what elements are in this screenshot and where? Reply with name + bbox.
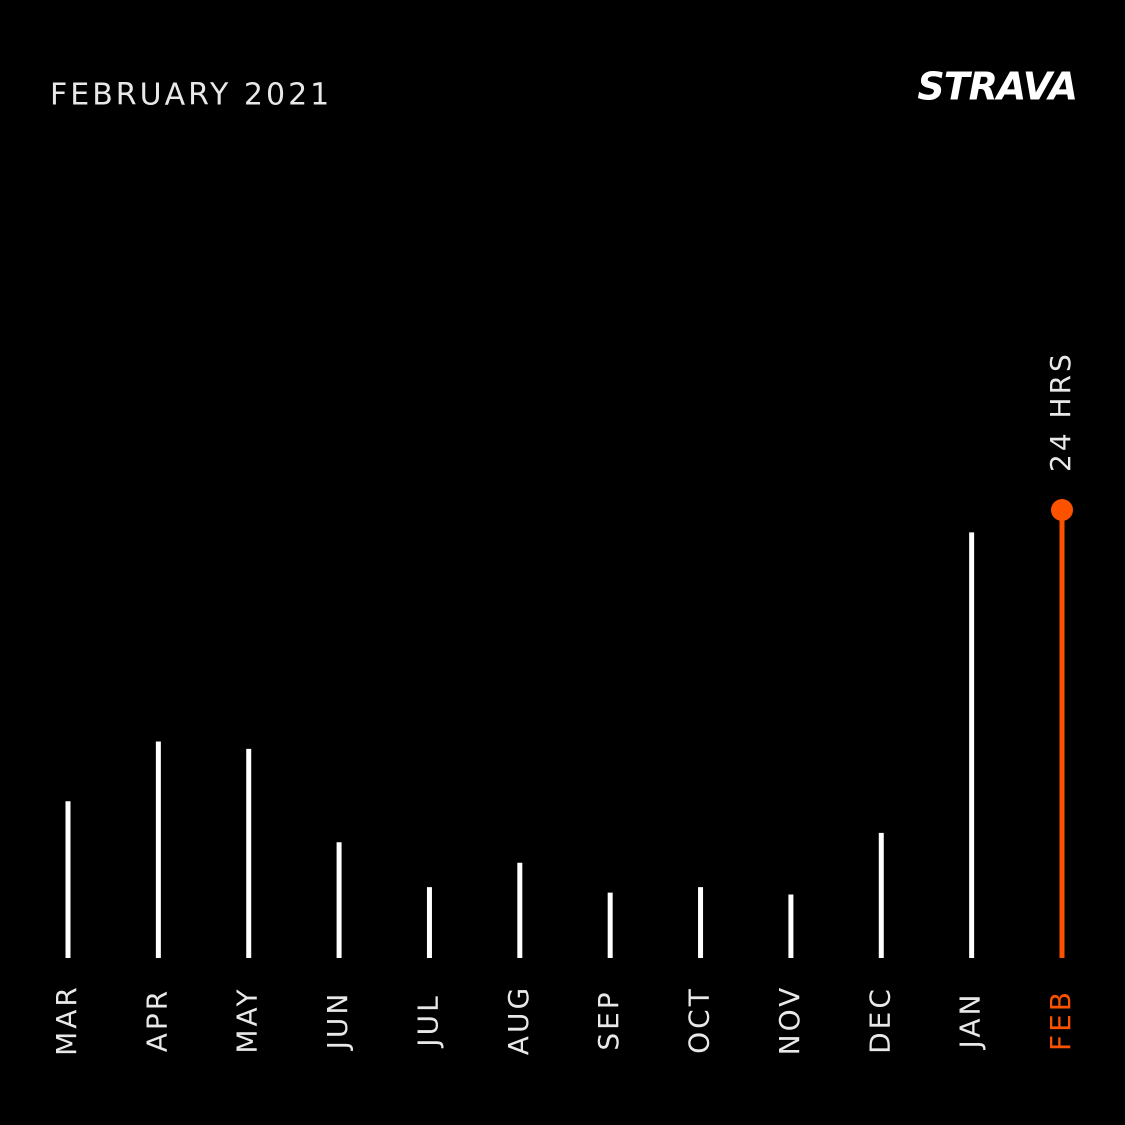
x-tick-label: JUL [411, 993, 444, 1048]
x-tick-label: JUN [321, 991, 354, 1052]
x-tick-label: NOV [773, 985, 806, 1056]
chart-title: FEBRUARY 2021 [50, 78, 332, 113]
x-tick-label: AUG [502, 985, 535, 1055]
x-tick-label: SEP [592, 989, 625, 1050]
x-tick-label: DEC [863, 986, 896, 1054]
x-tick-label: MAR [50, 984, 83, 1056]
x-tick-label: FEB [1044, 989, 1077, 1051]
brand-logo: STRAVA [917, 65, 1077, 109]
x-tick-label: JAN [954, 992, 987, 1051]
x-tick-label: OCT [683, 986, 716, 1054]
bar-marker [1051, 499, 1073, 521]
x-tick-label: MAY [231, 986, 264, 1053]
value-label: 24 HRS [1044, 351, 1077, 472]
x-tick-label: APR [140, 988, 173, 1053]
